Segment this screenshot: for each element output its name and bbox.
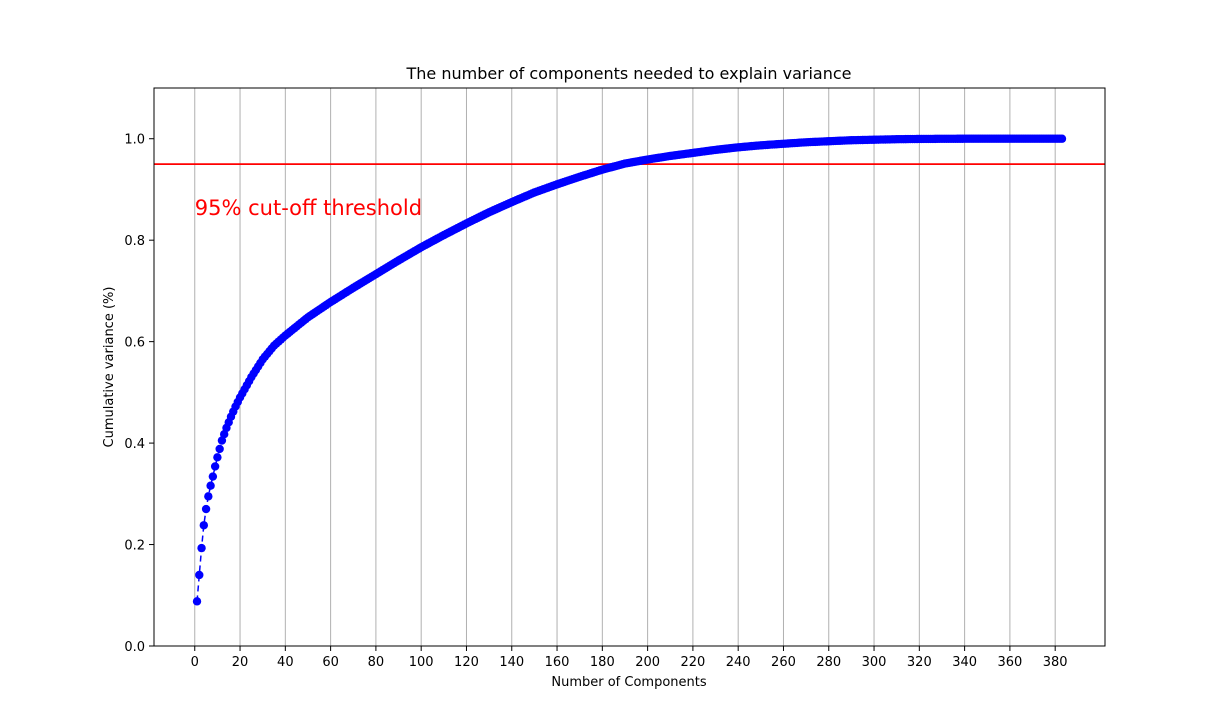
y-axis-ticks: 0.0 0.2 0.4 0.6 0.8 1.0 <box>124 133 154 655</box>
x-tick-label: 0 <box>191 655 199 670</box>
x-tick-label: 320 <box>907 655 932 670</box>
data-point <box>217 436 227 445</box>
x-tick-label: 60 <box>322 655 339 670</box>
x-tick-label: 360 <box>997 655 1022 670</box>
y-axis-label: Cumulative variance (%) <box>102 287 117 448</box>
data-point <box>1057 134 1067 143</box>
data-point <box>210 462 220 471</box>
series-points <box>192 134 1067 606</box>
x-tick-label: 280 <box>816 655 841 670</box>
data-point <box>206 481 215 490</box>
y-tick-label: 0.0 <box>124 640 145 655</box>
x-tick-label: 260 <box>771 655 796 670</box>
x-axis-ticks: 0 20 40 60 80 100 120 140 160 180 200 220 240 260 280 3… <box>191 646 1068 670</box>
x-tick-label: 300 <box>862 655 887 670</box>
data-point <box>199 521 209 530</box>
x-tick-label: 180 <box>590 655 615 670</box>
x-axis-label: Number of Components <box>551 675 706 690</box>
x-tick-label: 160 <box>545 655 570 670</box>
x-tick-label: 240 <box>726 655 751 670</box>
y-tick-label: 0.2 <box>124 539 145 554</box>
x-tick-label: 40 <box>277 655 294 670</box>
y-tick-label: 1.0 <box>124 133 145 148</box>
x-tick-label: 220 <box>680 655 705 670</box>
data-point <box>208 472 218 481</box>
chart-title: The number of components needed to expla… <box>405 64 851 83</box>
x-tick-label: 140 <box>499 655 524 670</box>
x-tick-label: 20 <box>232 655 249 670</box>
data-point <box>197 543 206 553</box>
series-layer <box>192 134 1067 606</box>
grid-lines <box>194 88 1056 646</box>
x-tick-label: 80 <box>368 655 385 670</box>
data-point <box>201 504 211 514</box>
x-tick-label: 340 <box>952 655 977 670</box>
data-point <box>195 570 204 580</box>
x-tick-label: 380 <box>1043 655 1068 670</box>
x-tick-label: 120 <box>454 655 479 670</box>
x-tick-label: 100 <box>409 655 434 670</box>
data-point <box>192 597 202 606</box>
y-tick-label: 0.4 <box>124 437 145 452</box>
data-point <box>215 444 224 454</box>
x-tick-label: 200 <box>635 655 660 670</box>
plot-frame <box>153 87 1106 647</box>
data-point <box>204 492 213 501</box>
threshold-annotation: 95% cut-off threshold <box>195 196 422 220</box>
y-tick-label: 0.8 <box>124 234 145 249</box>
y-tick-label: 0.6 <box>124 336 145 351</box>
data-point <box>219 430 229 439</box>
data-point <box>213 453 222 462</box>
